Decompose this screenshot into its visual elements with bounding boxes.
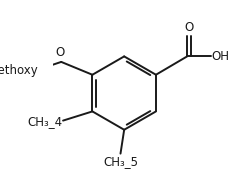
Text: CH₃_4: CH₃_4 (27, 115, 62, 128)
Text: O: O (55, 46, 65, 59)
Text: CH₃_5: CH₃_5 (103, 155, 137, 168)
Text: O: O (184, 21, 193, 34)
Text: methoxy: methoxy (0, 64, 38, 77)
Text: OH: OH (211, 50, 229, 63)
